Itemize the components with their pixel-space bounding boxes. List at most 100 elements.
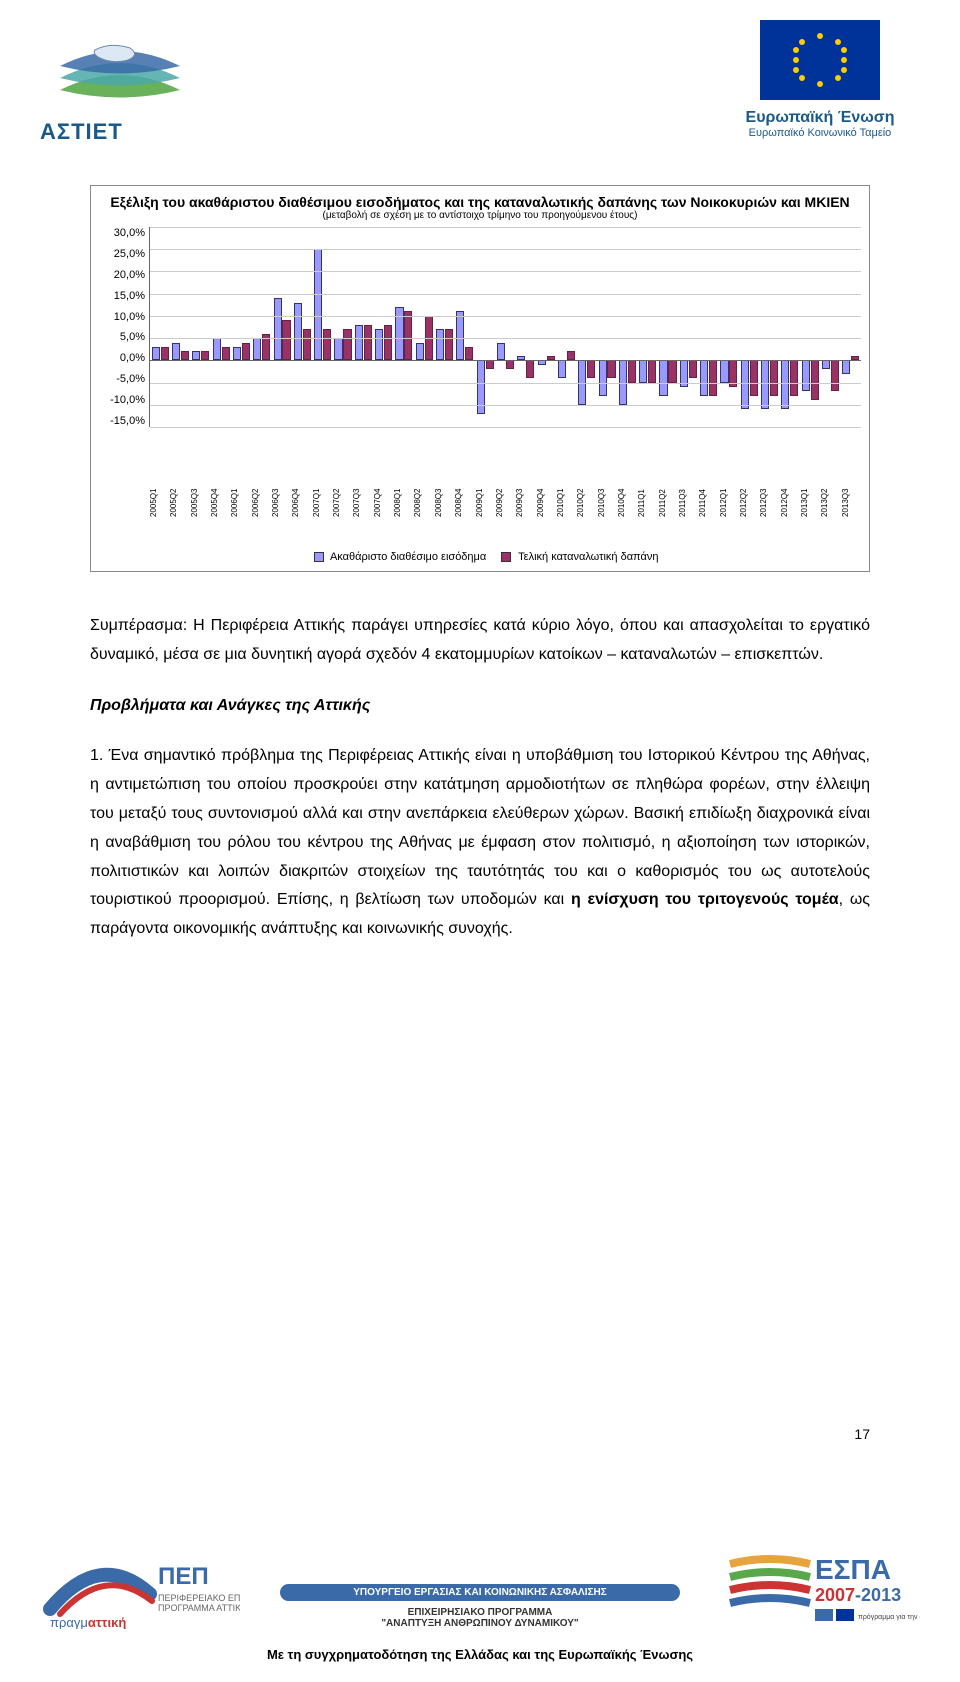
x-tick-label: 2012Q3 — [759, 489, 779, 545]
eu-title: Ευρωπαϊκή Ένωση — [720, 109, 920, 127]
x-tick-label: 2008Q3 — [434, 489, 454, 545]
paragraph-problem-1: 1. Ένα σημαντικό πρόβλημα της Περιφέρεια… — [90, 742, 870, 944]
svg-text:ΠΕΡΙΦΕΡΕΙΑΚΟ ΕΠΙΧΕΙΡΗΣΙΑΚΟ: ΠΕΡΙΦΕΡΕΙΑΚΟ ΕΠΙΧΕΙΡΗΣΙΑΚΟ — [158, 1593, 240, 1603]
chart-bar — [303, 329, 311, 360]
y-tick-label: -15,0% — [99, 415, 145, 427]
x-tick-label: 2006Q4 — [291, 489, 311, 545]
x-tick-label: 2011Q4 — [698, 489, 718, 545]
chart-bar — [436, 329, 444, 360]
legend-swatch-2 — [501, 552, 511, 562]
bar-group — [577, 227, 597, 427]
bar-group — [536, 227, 556, 427]
y-tick-label: 10,0% — [99, 311, 145, 323]
x-tick-label: 2005Q4 — [210, 489, 230, 545]
legend-label-2: Τελική καταναλωτική δαπάνη — [518, 551, 658, 563]
chart-bar — [161, 347, 169, 360]
chart-plot — [149, 227, 861, 427]
page-footer: ΠΕΠ ΠΕΡΙΦΕΡΕΙΑΚΟ ΕΠΙΧΕΙΡΗΣΙΑΚΟ ΠΡΟΓΡΑΜΜΑ… — [0, 1539, 960, 1682]
chart-bar — [497, 343, 505, 361]
x-tick-label: 2009Q1 — [475, 489, 495, 545]
chart-bar — [253, 338, 261, 360]
x-tick-label: 2006Q1 — [230, 489, 250, 545]
bar-group — [414, 227, 434, 427]
chart-bar — [628, 360, 636, 382]
chart-bar — [639, 360, 647, 382]
chart-bar — [599, 360, 607, 396]
x-tick-label: 2009Q4 — [536, 489, 556, 545]
chart-bar — [822, 360, 830, 369]
bar-group — [556, 227, 576, 427]
chart-bar — [456, 311, 464, 360]
program-line-1: ΕΠΙΧΕΙΡΗΣΙΑΚΟ ΠΡΟΓΡΑΜΜΑ — [280, 1607, 680, 1618]
footer-logos-row: ΠΕΠ ΠΕΡΙΦΕΡΕΙΑΚΟ ΕΠΙΧΕΙΡΗΣΙΑΚΟ ΠΡΟΓΡΑΜΜΑ… — [40, 1539, 920, 1629]
chart-bar — [181, 351, 189, 360]
chart-bar — [659, 360, 667, 396]
section-heading: Προβλήματα και Ανάγκες της Αττικής — [90, 692, 870, 721]
svg-text:πραγματτική: πραγματτική — [50, 1615, 126, 1629]
x-tick-label: 2013Q2 — [820, 489, 840, 545]
bar-group — [455, 227, 475, 427]
income-chart: Εξέλιξη του ακαθάριστου διαθέσιμου εισοδ… — [90, 185, 870, 572]
eu-subtitle: Ευρωπαϊκό Κοινωνικό Ταμείο — [720, 127, 920, 139]
x-tick-label: 2010Q4 — [617, 489, 637, 545]
x-tick-label: 2005Q3 — [190, 489, 210, 545]
espa-logo: ΕΣΠΑ 2007-2013 πρόγραμμα για την ανάπτυξ… — [720, 1539, 920, 1629]
y-tick-label: 0,0% — [99, 352, 145, 364]
pep-text: ΠΕΠ — [158, 1563, 209, 1590]
p2-part-a: 1. Ένα σημαντικό πρόβλημα της Περιφέρεια… — [90, 747, 870, 908]
chart-plot-area: 30,0%25,0%20,0%15,0%10,0%5,0%0,0%-5,0%-1… — [99, 227, 861, 487]
x-tick-label: 2011Q1 — [637, 489, 657, 545]
chart-bar — [741, 360, 749, 409]
x-tick-label: 2012Q4 — [780, 489, 800, 545]
bar-group — [191, 227, 211, 427]
chart-bar — [355, 325, 363, 361]
chart-bar — [314, 249, 322, 360]
x-tick-label: 2012Q2 — [739, 489, 759, 545]
bar-group — [150, 227, 170, 427]
chart-bar — [770, 360, 778, 396]
chart-bar — [587, 360, 595, 378]
chart-bar — [842, 360, 850, 373]
bar-group — [698, 227, 718, 427]
y-tick-label: -5,0% — [99, 373, 145, 385]
chart-bar — [416, 343, 424, 361]
x-tick-label: 2008Q4 — [454, 489, 474, 545]
ministry-banner: ΥΠΟΥΡΓΕΙΟ ΕΡΓΑΣΙΑΣ ΚΑΙ ΚΟΙΝΩΝΙΚΗΣ ΑΣΦΑΛΙ… — [280, 1584, 680, 1601]
chart-bars — [150, 227, 861, 427]
bar-group — [739, 227, 759, 427]
x-tick-label: 2006Q2 — [251, 489, 271, 545]
chart-bar — [152, 347, 160, 360]
bar-group — [658, 227, 678, 427]
chart-bar — [720, 360, 728, 382]
bar-group — [638, 227, 658, 427]
chart-bar — [242, 343, 250, 361]
x-tick-label: 2010Q3 — [597, 489, 617, 545]
chart-bar — [294, 303, 302, 361]
chart-bar — [506, 360, 514, 369]
chart-bar — [222, 347, 230, 360]
y-tick-label: 30,0% — [99, 227, 145, 239]
chart-legend: Ακαθάριστο διαθέσιμο εισόδημα Τελική κατ… — [99, 551, 861, 563]
y-tick-label: 20,0% — [99, 269, 145, 281]
chart-bar — [375, 329, 383, 360]
x-tick-label: 2009Q2 — [495, 489, 515, 545]
chart-bar — [172, 343, 180, 361]
chart-bar — [384, 325, 392, 361]
chart-bar — [445, 329, 453, 360]
legend-label-1: Ακαθάριστο διαθέσιμο εισόδημα — [330, 551, 486, 563]
bar-group — [272, 227, 292, 427]
chart-subtitle: (μεταβολή σε σχέση με το αντίστοιχο τρίμ… — [99, 210, 861, 221]
bar-group — [231, 227, 251, 427]
chart-bar — [811, 360, 819, 400]
chart-bar — [404, 311, 412, 360]
x-tick-label: 2005Q1 — [149, 489, 169, 545]
cofinancing-line: Με τη συγχρηματοδότηση της Ελλάδας και τ… — [40, 1647, 920, 1662]
x-tick-label: 2005Q2 — [169, 489, 189, 545]
x-tick-label: 2008Q2 — [413, 489, 433, 545]
eu-flag-icon — [760, 20, 880, 100]
chart-bar — [567, 351, 575, 360]
page-header: ΑΣΤΙΕΤ Ευρωπαϊκή Ένωση Ευρωπαϊκό Κοινωνι… — [0, 0, 960, 155]
chart-bar — [831, 360, 839, 391]
legend-swatch-1 — [314, 552, 324, 562]
chart-bar — [668, 360, 676, 382]
